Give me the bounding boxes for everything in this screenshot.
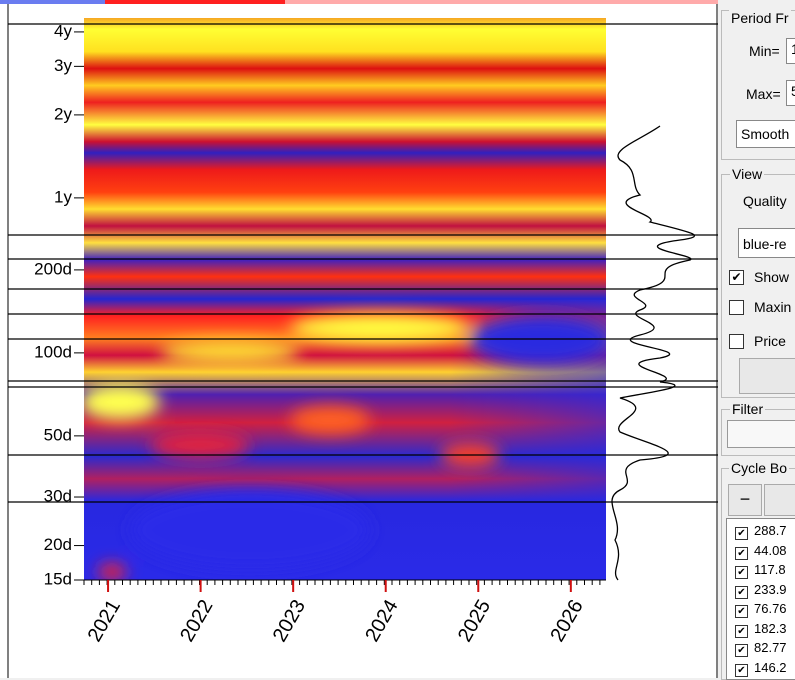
heatmap <box>84 18 606 580</box>
slider[interactable] <box>727 420 795 448</box>
y-tick-label: 50d <box>44 425 72 444</box>
checkbox[interactable]: ✔ <box>735 566 748 579</box>
label: Maxin <box>754 299 792 315</box>
cycle-row[interactable]: ✔ 117.8 <box>735 562 786 581</box>
checkbox[interactable]: ✔ <box>735 546 748 560</box>
label: Max= <box>746 86 781 102</box>
y-tick-label: 2y <box>54 104 72 123</box>
y-tick-label: 30d <box>44 487 72 506</box>
y-tick-label: 200d <box>34 259 72 278</box>
cycle-period: 44.08 <box>754 542 787 558</box>
y-tick-label: 1y <box>54 187 72 206</box>
input[interactable]: 1 <box>786 38 795 64</box>
checkbox[interactable]: ✔ <box>735 663 748 677</box>
cycle-period: 117.8 <box>754 562 786 577</box>
y-tick-label: 15d <box>44 569 72 588</box>
cycle-row[interactable]: ✔ 82.77 <box>735 640 787 659</box>
label: Min= <box>749 43 780 59</box>
strip <box>0 0 105 4</box>
checkbox[interactable]: ✔ <box>735 605 748 618</box>
cycle-lines <box>8 23 718 503</box>
input[interactable]: 5 <box>786 80 795 106</box>
y-tick-label: 3y <box>54 56 72 75</box>
checkbox[interactable] <box>729 334 744 349</box>
cycle-period: 233.9 <box>754 581 787 597</box>
label: Price <box>754 333 786 349</box>
group-title: View <box>730 166 765 182</box>
button[interactable] <box>739 358 795 394</box>
checkbox[interactable]: ✔ <box>735 585 748 599</box>
edit-button[interactable] <box>764 484 795 516</box>
cycle-row[interactable]: ✔ 146.2 <box>735 660 787 679</box>
checkbox[interactable]: ✔ <box>735 624 748 638</box>
cycle-row[interactable]: ✔ 182.3 <box>735 621 787 640</box>
y-tick-label: 20d <box>44 535 72 554</box>
dropdown[interactable]: blue-re <box>738 228 795 258</box>
cycle-row[interactable]: ✔ 288.7 <box>735 523 787 542</box>
checkbox[interactable]: ✔ <box>735 527 748 540</box>
y-tick-label: 100d <box>34 342 72 361</box>
label: Quality <box>743 193 787 209</box>
cycle-row[interactable]: ✔ 44.08 <box>735 543 787 562</box>
checkbox[interactable]: ✔ <box>729 270 744 285</box>
group-title: Cycle Bo <box>729 460 790 476</box>
cycle-row[interactable]: ✔ 233.9 <box>735 582 787 601</box>
label: Show <box>754 269 790 285</box>
cycle-list: ✔ 288.7 ✔ 44.08 ✔ 117.8 ✔ 233.9 ✔ 76.76 ✔ 182.3 ✔ 82.… <box>726 518 795 680</box>
cycle-period: 82.77 <box>754 640 787 655</box>
checkbox[interactable]: ✔ <box>735 644 748 657</box>
cycle-period: 76.76 <box>754 601 787 616</box>
cycle-period: 182.3 <box>754 620 787 636</box>
group-title: Filter <box>730 401 766 417</box>
cycle-row[interactable]: ✔ 76.76 <box>735 601 787 620</box>
y-tick-label: 4y <box>54 21 72 40</box>
checkbox[interactable] <box>729 300 744 315</box>
dropdown[interactable]: Smooth <box>736 120 795 148</box>
spectrum-curve <box>611 125 695 581</box>
strip <box>285 0 718 4</box>
remove-button[interactable]: − <box>728 484 762 516</box>
group-title: Period Fr <box>729 10 791 26</box>
cycle-period: 146.2 <box>754 659 787 675</box>
strip <box>105 0 285 4</box>
cycle-period: 288.7 <box>754 523 787 538</box>
